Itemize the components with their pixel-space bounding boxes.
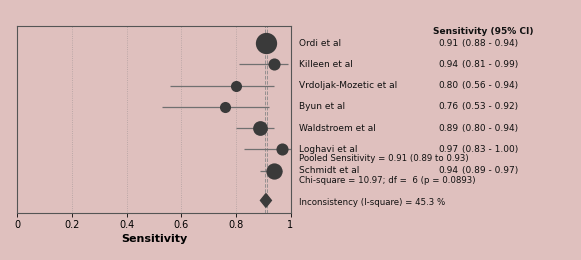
Point [256, 126, 265, 130]
Point [231, 83, 241, 88]
Text: Inconsistency (I-square) = 45.3 %: Inconsistency (I-square) = 45.3 % [299, 198, 446, 207]
Text: 0.76: 0.76 [439, 102, 459, 111]
Text: Vrdoljak-Mozetic et al: Vrdoljak-Mozetic et al [299, 81, 397, 90]
Text: 0.97: 0.97 [439, 145, 459, 154]
Text: Loghavi et al: Loghavi et al [299, 145, 358, 154]
Text: (0.83 - 1.00): (0.83 - 1.00) [462, 145, 518, 154]
Text: (0.53 - 0.92): (0.53 - 0.92) [462, 102, 518, 111]
Text: 0.94: 0.94 [439, 166, 458, 175]
Text: (0.88 - 0.94): (0.88 - 0.94) [462, 38, 518, 48]
Text: Pooled Sensitivity = 0.91 (0.89 to 0.93): Pooled Sensitivity = 0.91 (0.89 to 0.93) [299, 154, 469, 163]
X-axis label: Sensitivity: Sensitivity [121, 234, 187, 244]
Text: 0.94: 0.94 [439, 60, 458, 69]
Text: 0.89: 0.89 [439, 124, 459, 133]
Text: (0.89 - 0.97): (0.89 - 0.97) [462, 166, 518, 175]
Text: 0.80: 0.80 [439, 81, 459, 90]
Text: Byun et al: Byun et al [299, 102, 345, 111]
Text: (0.81 - 0.99): (0.81 - 0.99) [462, 60, 518, 69]
Point [261, 41, 271, 45]
Polygon shape [260, 194, 271, 207]
Point [270, 168, 279, 173]
Point [270, 62, 279, 66]
Text: Sensitivity (95% CI): Sensitivity (95% CI) [433, 27, 533, 36]
Point [220, 105, 229, 109]
Point [278, 147, 287, 152]
Text: Chi-square = 10.97; df =  6 (p = 0.0893): Chi-square = 10.97; df = 6 (p = 0.0893) [299, 176, 476, 185]
Text: Waldstroem et al: Waldstroem et al [299, 124, 376, 133]
Text: Schmidt et al: Schmidt et al [299, 166, 360, 175]
Text: (0.56 - 0.94): (0.56 - 0.94) [462, 81, 518, 90]
Text: (0.80 - 0.94): (0.80 - 0.94) [462, 124, 518, 133]
Text: Ordi et al: Ordi et al [299, 38, 342, 48]
Text: Killeen et al: Killeen et al [299, 60, 353, 69]
Text: 0.91: 0.91 [439, 38, 459, 48]
